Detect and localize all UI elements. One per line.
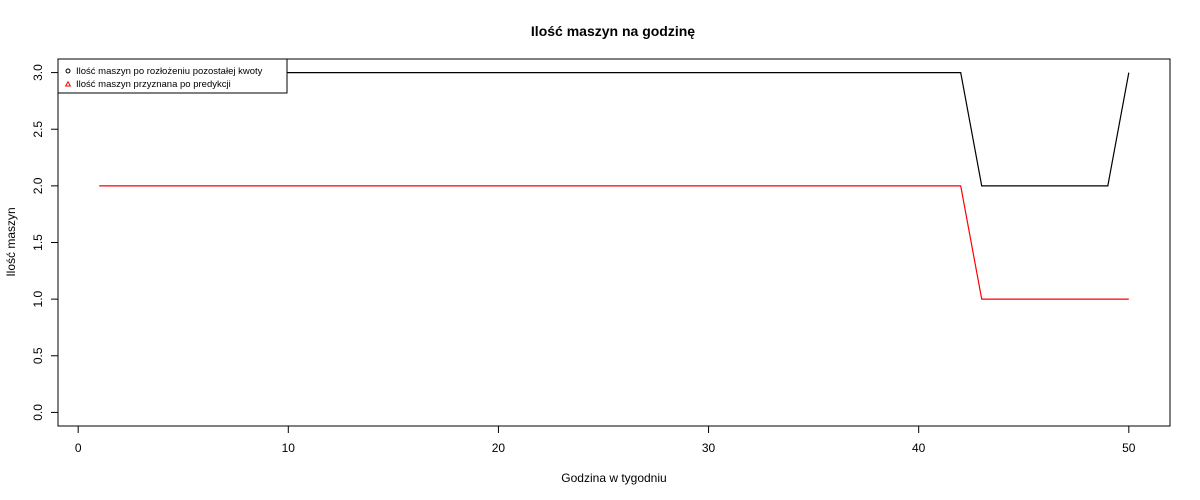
legend-marker-circle xyxy=(65,68,71,74)
chart-title: Ilość maszyn na godzinę xyxy=(531,23,695,39)
y-tick-label: 0.5 xyxy=(31,347,45,364)
series-line-1 xyxy=(99,71,1130,187)
y-tick-label: 2.5 xyxy=(31,121,45,138)
x-axis-title: Godzina w tygodniu xyxy=(561,471,666,485)
series-line-2 xyxy=(99,185,1129,300)
legend-label-2: Ilość maszyn przyznana po predykcji xyxy=(76,79,231,90)
legend: Ilość maszyn po rozłożeniu pozostałej kw… xyxy=(57,58,288,94)
y-tick-label: 3.0 xyxy=(31,64,45,81)
y-tick-label: 1.5 xyxy=(31,234,45,251)
x-tick-label: 20 xyxy=(492,441,506,455)
x-tick-label: 0 xyxy=(75,441,82,455)
series-layer xyxy=(99,71,1130,300)
legend-box xyxy=(57,58,288,94)
y-tick-label: 1.0 xyxy=(31,290,45,307)
x-tick-label: 10 xyxy=(282,441,296,455)
y-tick-label: 2.0 xyxy=(31,177,45,194)
x-tick-label: 30 xyxy=(702,441,716,455)
x-tick-label: 40 xyxy=(912,441,926,455)
y-tick-label: 0.0 xyxy=(31,404,45,421)
y-axis: 0.0 0.5 1.0 1.5 2.0 2.5 3.0 xyxy=(31,64,59,421)
x-axis: 0 10 20 30 40 50 xyxy=(75,425,1136,455)
x-tick-label: 50 xyxy=(1122,441,1136,455)
plot-frame xyxy=(57,58,1171,427)
legend-marker-triangle xyxy=(64,80,72,87)
y-axis-title: Ilość maszyn xyxy=(4,207,18,276)
legend-label-1: Ilość maszyn po rozłożeniu pozostałej kw… xyxy=(76,66,263,77)
